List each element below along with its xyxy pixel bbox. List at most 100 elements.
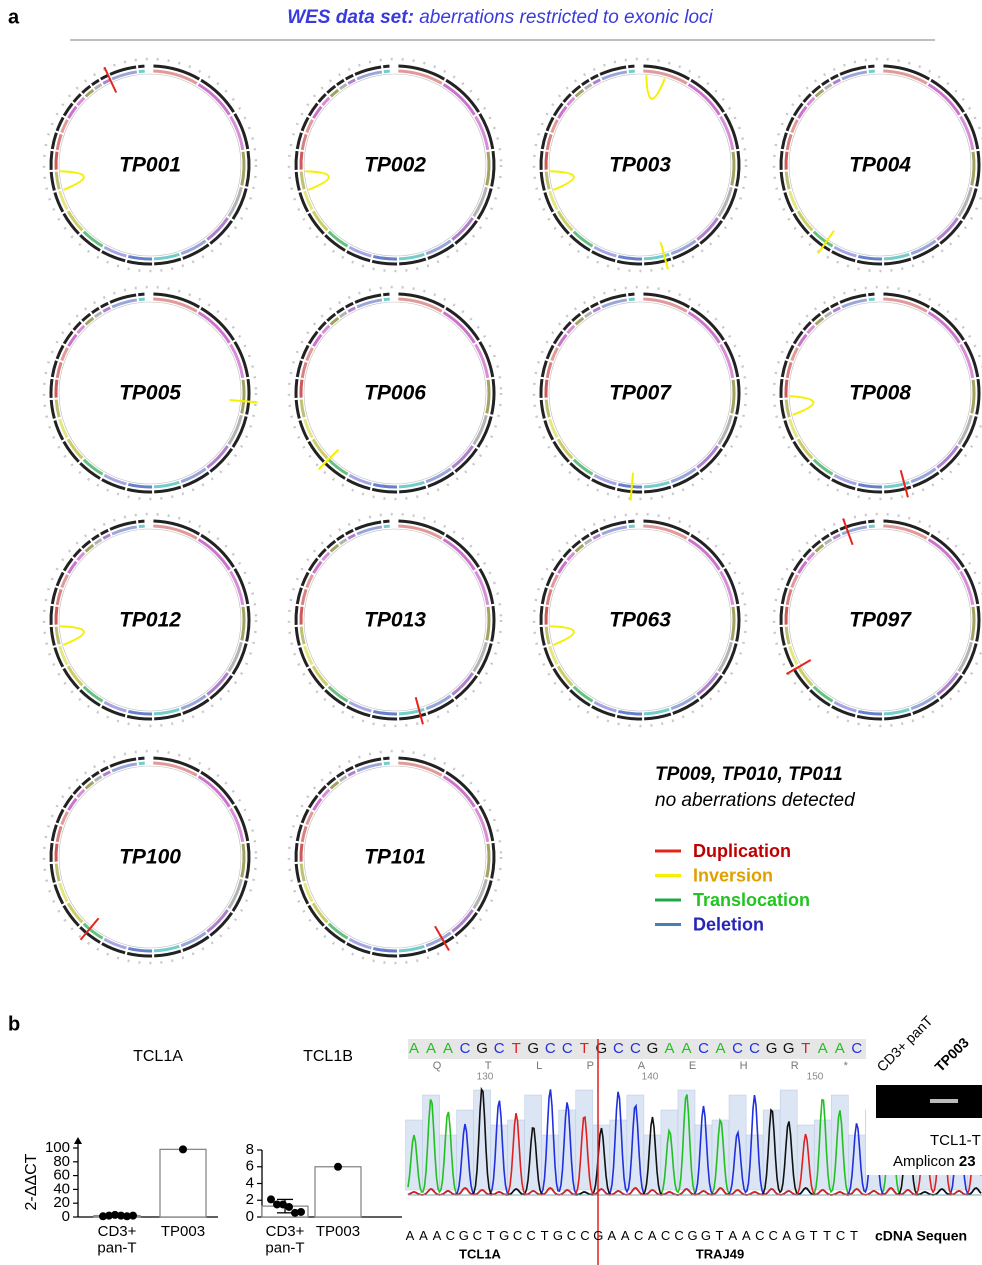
- chromosome-band: [384, 71, 390, 72]
- chromosome-band: [546, 607, 547, 625]
- chromosome-band: [720, 344, 732, 377]
- chromosome-band: [68, 666, 82, 685]
- chromosome: [446, 772, 479, 804]
- chromosome: [782, 133, 786, 149]
- plot-label: TP063: [609, 609, 671, 632]
- chromosome-band: [323, 790, 330, 797]
- chromosome-band: [568, 553, 575, 560]
- gel-amplicon: Amplicon 23: [893, 1153, 976, 1170]
- chromosome-band: [487, 152, 489, 186]
- chromosome: [492, 843, 494, 878]
- chromosome: [101, 530, 108, 534]
- chromosome-band: [68, 903, 82, 922]
- gel-band: [930, 1099, 958, 1103]
- base: A: [648, 1228, 657, 1243]
- chromosome-band: [814, 687, 833, 701]
- base: G: [527, 1040, 539, 1057]
- y-tick-label: 0: [246, 1208, 254, 1225]
- aberration: [104, 67, 116, 92]
- chromosome-band: [242, 152, 244, 186]
- base: A: [729, 1228, 738, 1243]
- chromosome: [127, 716, 152, 719]
- base: C: [494, 1040, 505, 1057]
- chromosome: [346, 530, 353, 534]
- chromosome: [51, 379, 52, 398]
- chromosome-band: [301, 627, 304, 645]
- chromosome-band: [62, 120, 68, 133]
- chromosome: [455, 449, 476, 472]
- chromosome-band: [884, 254, 909, 259]
- chromosome-band: [95, 312, 102, 316]
- circos-plot: TP005: [44, 287, 258, 499]
- chromosome-band: [313, 211, 327, 230]
- circos-plot: TP012: [44, 514, 256, 726]
- chromosome-band: [959, 642, 972, 671]
- chromosome: [52, 133, 56, 149]
- chromosome-band: [86, 90, 94, 96]
- chromosome-band: [869, 526, 875, 527]
- base: C: [567, 1228, 576, 1243]
- chromosome-band: [103, 308, 110, 312]
- chromosome-band: [972, 380, 974, 414]
- chromosome: [101, 303, 108, 307]
- chromosome-band: [323, 326, 330, 333]
- amino-acid: R: [791, 1060, 799, 1072]
- chromosome-band: [128, 948, 152, 951]
- base: A: [419, 1228, 428, 1243]
- chromosome-band: [348, 80, 355, 84]
- chromosome: [781, 151, 782, 170]
- chromosome-band: [373, 948, 397, 951]
- chromosome-band: [671, 696, 696, 709]
- x-tick-label: CD3+pan-T: [97, 1223, 136, 1257]
- chromosome: [296, 379, 297, 398]
- chromosome-band: [301, 607, 302, 625]
- chromosome: [296, 627, 299, 646]
- aberration: [631, 473, 633, 501]
- chromosome-band: [792, 348, 798, 361]
- circos-plot: TP007: [534, 287, 746, 501]
- chromosome: [201, 772, 234, 804]
- chromosome: [541, 379, 542, 398]
- chromosome: [781, 172, 784, 191]
- chromosome: [296, 864, 299, 883]
- chromosome-band: [618, 256, 642, 259]
- plot-label: TP008: [849, 382, 911, 405]
- chromosome: [383, 521, 389, 522]
- chromosome: [492, 606, 494, 641]
- chromosome: [296, 151, 297, 170]
- chromosome: [51, 172, 54, 191]
- chromosome-band: [911, 696, 936, 709]
- base: C: [836, 1228, 845, 1243]
- cdna-label: cDNA Sequen: [875, 1228, 967, 1244]
- chromosome: [92, 80, 99, 85]
- legend-label: Translocation: [693, 890, 810, 910]
- chromosome-band: [329, 687, 348, 701]
- chromosome: [782, 588, 786, 604]
- base: T: [541, 1228, 549, 1243]
- aberration: [230, 400, 258, 402]
- base: C: [526, 1228, 535, 1243]
- data-point: [129, 1212, 137, 1220]
- chromosome: [781, 606, 782, 625]
- chromosome-band: [103, 80, 110, 84]
- base: A: [818, 1040, 828, 1057]
- chromosome: [247, 843, 249, 878]
- chromosome-band: [585, 312, 592, 316]
- chromosome-band: [84, 232, 103, 246]
- chromosome-band: [786, 607, 787, 625]
- chromosome-band: [301, 844, 302, 862]
- chromosome: [541, 627, 544, 646]
- chromosome: [541, 606, 542, 625]
- chromosome-band: [384, 763, 390, 764]
- bottom-sequence: AAACGCTGCCTGCCGAACACCGGTAACCAGTTCT: [406, 1228, 858, 1243]
- chart-title: TCL1A: [133, 1048, 183, 1065]
- chromosome: [940, 221, 961, 244]
- chromosome-band: [329, 924, 348, 938]
- chromosome: [201, 80, 234, 112]
- chromosome-band: [474, 879, 487, 908]
- plot-label: TP100: [119, 846, 181, 869]
- chromosome-band: [181, 933, 206, 946]
- base: C: [613, 1040, 624, 1057]
- chromosome: [831, 303, 838, 307]
- chromosome: [346, 767, 353, 771]
